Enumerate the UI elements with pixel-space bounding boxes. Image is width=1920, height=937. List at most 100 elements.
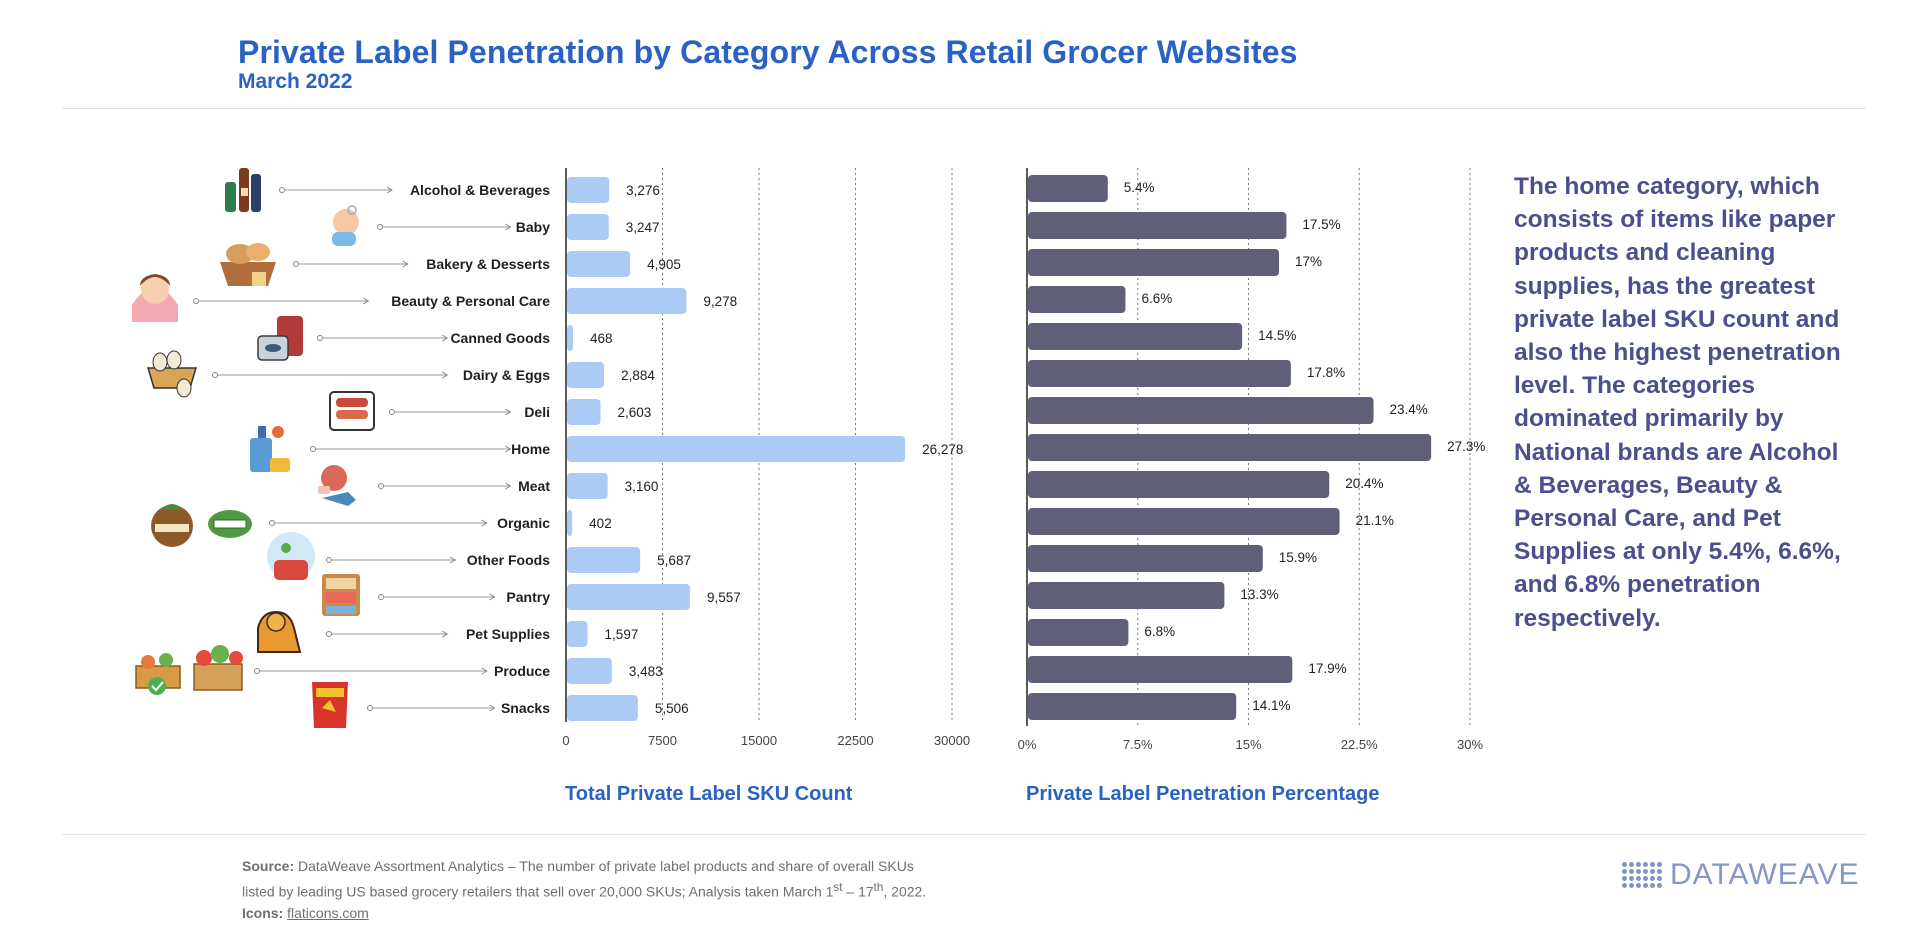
leader-arrow bbox=[386, 186, 393, 194]
check-mark bbox=[151, 681, 164, 692]
fish-shape bbox=[322, 492, 356, 506]
pct-bar bbox=[1028, 619, 1129, 646]
bottles-icon bbox=[225, 168, 261, 212]
pct-value-label: 6.8% bbox=[1144, 624, 1175, 639]
source-text: DataWeave Assortment Analytics – The num… bbox=[298, 858, 914, 874]
sku-value-label: 3,483 bbox=[629, 664, 663, 679]
pct-bar bbox=[1028, 397, 1374, 424]
icons-credit-link[interactable]: flaticons.com bbox=[287, 904, 369, 921]
pct-value-label: 27.3% bbox=[1447, 439, 1485, 454]
pct-value-label: 20.4% bbox=[1345, 476, 1383, 491]
egg-shape bbox=[152, 352, 168, 372]
shelf-row bbox=[326, 606, 356, 614]
sku-value-label: 5,506 bbox=[655, 701, 689, 716]
sku-tick-label: 15000 bbox=[741, 733, 777, 748]
sku-bar bbox=[567, 288, 687, 314]
pot-shape bbox=[274, 560, 308, 580]
fruit-shape bbox=[211, 645, 229, 663]
sku-value-label: 2,884 bbox=[621, 368, 655, 383]
chip-shape bbox=[322, 700, 336, 712]
sku-value-label: 4,905 bbox=[647, 257, 681, 272]
sku-value-label: 402 bbox=[589, 516, 612, 531]
organic-badge-icon bbox=[151, 504, 193, 547]
sausage-shape bbox=[336, 410, 368, 419]
pct-tick-label: 7.5% bbox=[1123, 737, 1153, 752]
dog-head bbox=[266, 612, 286, 632]
fruit-shape bbox=[229, 651, 243, 665]
sku-bar bbox=[567, 584, 690, 610]
leader-dot bbox=[310, 446, 316, 452]
pct-value-label: 23.4% bbox=[1390, 402, 1428, 417]
sku-bar bbox=[567, 325, 574, 351]
pct-value-label: 17.5% bbox=[1302, 217, 1340, 232]
sku-value-label: 1,597 bbox=[605, 627, 639, 642]
baby-head bbox=[333, 209, 359, 235]
leader-dot bbox=[326, 557, 332, 563]
sku-tick-label: 7500 bbox=[648, 733, 677, 748]
chart-subtitle: March 2022 bbox=[238, 70, 353, 93]
leader-arrow bbox=[441, 371, 449, 379]
leader-arrow bbox=[441, 334, 449, 342]
bottle-shape bbox=[225, 182, 236, 212]
sku-value-label: 9,557 bbox=[707, 590, 741, 605]
sku-tick-label: 22500 bbox=[837, 733, 873, 748]
bottle-label bbox=[241, 188, 248, 196]
basket-shape bbox=[220, 262, 276, 286]
category-label: Deli bbox=[524, 404, 550, 420]
leader-dot bbox=[212, 372, 218, 378]
sku-value-label: 3,160 bbox=[625, 479, 659, 494]
egg-shape bbox=[166, 350, 182, 370]
pct-bar bbox=[1028, 471, 1330, 498]
insight-note: The home category, which consists of ite… bbox=[1514, 173, 1841, 632]
header-divider bbox=[62, 108, 1866, 109]
leader-arrow bbox=[505, 223, 512, 231]
leader-dot bbox=[293, 261, 299, 267]
sku-bar bbox=[567, 362, 605, 388]
category-label: Pet Supplies bbox=[466, 626, 550, 642]
sku-bar bbox=[567, 547, 641, 573]
leader-dot bbox=[254, 668, 260, 674]
fruit-crate-icon bbox=[193, 645, 243, 691]
crate-shape bbox=[193, 663, 243, 691]
source-text-2: listed by leading US based grocery retai… bbox=[242, 883, 834, 900]
category-label: Snacks bbox=[501, 700, 550, 716]
pct-value-label: 17% bbox=[1295, 254, 1322, 269]
footer-divider bbox=[62, 834, 1866, 835]
leader-dot bbox=[378, 594, 384, 600]
pct-bar bbox=[1028, 693, 1237, 720]
sponge-shape bbox=[270, 458, 290, 472]
sku-bar bbox=[567, 510, 573, 536]
leader-dot bbox=[377, 224, 383, 230]
chart-title: Private Label Penetration by Category Ac… bbox=[238, 34, 1298, 70]
source-sup-2: th bbox=[873, 881, 884, 894]
woman-makeup-icon bbox=[132, 274, 178, 322]
pct-bar bbox=[1028, 434, 1432, 461]
pct-tick-label: 15% bbox=[1235, 737, 1261, 752]
source-label: Source: bbox=[242, 858, 295, 874]
sku-bar bbox=[567, 251, 631, 277]
meat-fish-icon bbox=[318, 465, 356, 506]
pct-bar bbox=[1028, 656, 1293, 683]
icons-label: Icons: bbox=[242, 904, 284, 921]
canned-food-icon bbox=[257, 316, 303, 361]
woman-face bbox=[141, 276, 169, 304]
leader-dot bbox=[317, 335, 323, 341]
pct-value-label: 13.3% bbox=[1240, 587, 1278, 602]
leader-dot bbox=[326, 631, 332, 637]
pct-bar bbox=[1028, 582, 1225, 609]
pct-value-label: 6.6% bbox=[1141, 291, 1172, 306]
sku-value-label: 26,278 bbox=[922, 442, 963, 457]
sku-bar bbox=[567, 177, 610, 203]
vegetable-crate-icon bbox=[135, 653, 181, 695]
veg-shape bbox=[281, 543, 291, 553]
leader-arrow bbox=[505, 482, 512, 490]
leaf-ribbon bbox=[213, 519, 247, 529]
category-label: Canned Goods bbox=[450, 330, 550, 346]
leader-arrow bbox=[481, 519, 488, 527]
deli-sausage-icon bbox=[329, 391, 375, 431]
source-text-3: – 17 bbox=[842, 883, 874, 900]
sausage-shape bbox=[336, 398, 368, 407]
pantry-shelf-icon bbox=[322, 574, 360, 616]
check-badge bbox=[148, 677, 166, 695]
